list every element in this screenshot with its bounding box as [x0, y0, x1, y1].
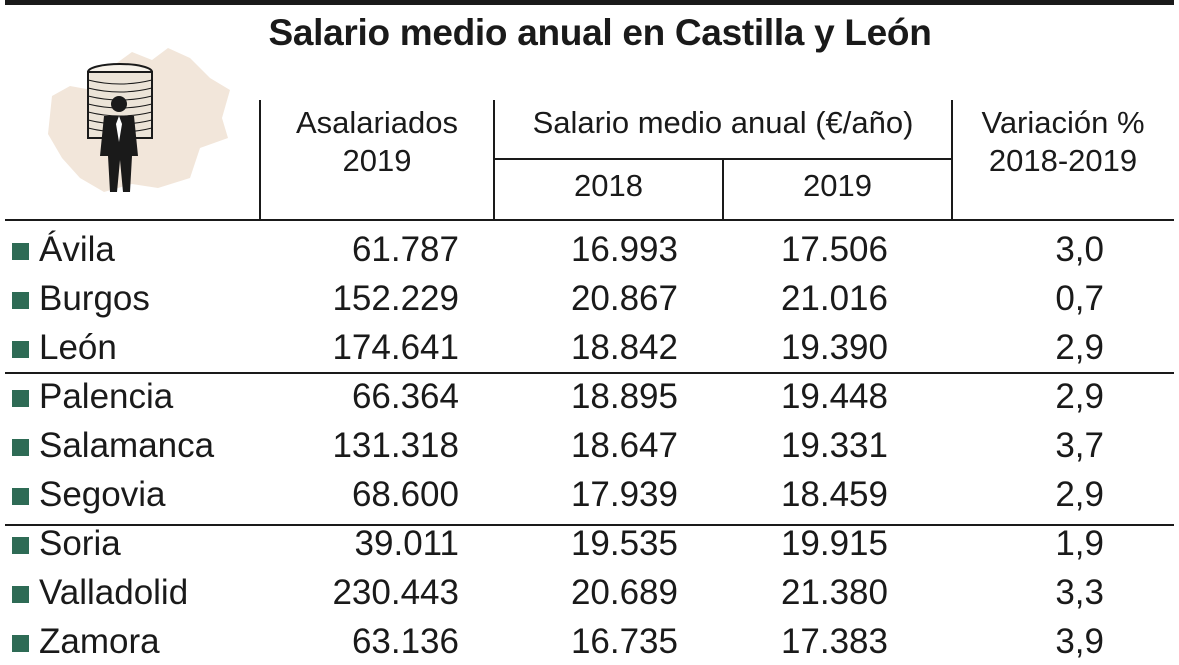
variacion-value: 3,3: [1055, 573, 1104, 612]
salario-2018-value: 19.535: [570, 524, 678, 563]
table-row: Palencia 66.364 18.895 19.448 2,9: [0, 371, 1179, 420]
asalariados-value: 39.011: [354, 524, 459, 563]
salario-2019-value: 21.380: [780, 573, 888, 612]
province-name: Ávila: [39, 230, 115, 269]
row-marker-square: [12, 488, 29, 505]
header-divider-1: [259, 100, 261, 220]
variacion-value: 2,9: [1055, 475, 1104, 514]
salario-subheader-rule: [494, 158, 952, 160]
province-name: Valladolid: [39, 573, 189, 612]
row-marker-square: [12, 537, 29, 554]
salario-2018-value: 20.689: [570, 573, 678, 612]
row-marker-square: [12, 292, 29, 309]
table-row: Zamora 63.136 16.735 17.383 3,9: [0, 616, 1179, 665]
variacion-value: 3,9: [1055, 622, 1104, 661]
table-row: León 174.641 18.842 19.390 2,9: [0, 322, 1179, 371]
asalariados-value: 131.318: [332, 426, 459, 465]
header-2018: 2018: [574, 168, 643, 203]
table-row: Valladolid 230.443 20.689 21.380 3,3: [0, 567, 1179, 616]
asalariados-value: 230.443: [332, 573, 459, 612]
salario-2018-value: 17.939: [570, 475, 678, 514]
asalariados-value: 66.364: [351, 377, 459, 416]
row-marker-square: [12, 390, 29, 407]
table-row: Segovia 68.600 17.939 18.459 2,9: [0, 469, 1179, 518]
row-marker-square: [12, 635, 29, 652]
top-rule: [5, 0, 1174, 5]
row-marker-square: [12, 243, 29, 260]
header-2019: 2019: [803, 168, 872, 203]
header-asalariados: Asalariados 2019: [296, 105, 458, 178]
header-variacion: Variación % 2018-2019: [981, 105, 1145, 178]
asalariados-value: 152.229: [332, 279, 459, 318]
group-rule-2: [5, 524, 1174, 526]
salario-2019-value: 18.459: [780, 475, 888, 514]
salario-2019-value: 17.383: [780, 622, 888, 661]
variacion-value: 1,9: [1055, 524, 1104, 563]
salario-2019-value: 19.390: [780, 328, 888, 367]
row-marker-square: [12, 341, 29, 358]
salario-2019-value: 19.448: [780, 377, 888, 416]
province-name: León: [39, 328, 117, 367]
salario-2018-value: 18.842: [570, 328, 678, 367]
variacion-value: 3,0: [1055, 230, 1104, 269]
province-name: Soria: [39, 524, 121, 563]
salario-2018-value: 20.867: [570, 279, 678, 318]
header-bottom-rule: [5, 219, 1174, 221]
row-marker-square: [12, 586, 29, 603]
province-name: Segovia: [39, 475, 166, 514]
chart-title: Salario medio anual en Castilla y León: [268, 12, 932, 53]
table-row: Salamanca 131.318 18.647 19.331 3,7: [0, 420, 1179, 469]
businessman-figure: [100, 96, 138, 192]
salario-2019-value: 17.506: [780, 230, 888, 269]
province-name: Burgos: [39, 279, 150, 318]
salario-2019-value: 19.915: [780, 524, 888, 563]
map-coin-stack-illustration: [48, 48, 230, 192]
table-row: Ávila 61.787 16.993 17.506 3,0: [0, 224, 1179, 273]
asalariados-value: 174.641: [332, 328, 459, 367]
table-row: Burgos 152.229 20.867 21.016 0,7: [0, 273, 1179, 322]
salario-2018-value: 18.895: [570, 377, 678, 416]
asalariados-value: 61.787: [351, 230, 459, 269]
salario-2019-value: 21.016: [780, 279, 888, 318]
variacion-value: 2,9: [1055, 328, 1104, 367]
province-name: Zamora: [39, 622, 160, 661]
asalariados-value: 68.600: [351, 475, 459, 514]
salario-2018-value: 18.647: [570, 426, 678, 465]
variacion-value: 2,9: [1055, 377, 1104, 416]
salario-2019-value: 19.331: [780, 426, 888, 465]
header-divider-4: [951, 100, 953, 220]
header-divider-3: [722, 160, 724, 220]
variacion-value: 3,7: [1055, 426, 1104, 465]
province-name: Palencia: [39, 377, 174, 416]
table-row: Soria 39.011 19.535 19.915 1,9: [0, 518, 1179, 567]
group-rule-1: [5, 372, 1174, 374]
asalariados-value: 63.136: [351, 622, 459, 661]
province-name: Salamanca: [39, 426, 215, 465]
header-divider-2: [493, 100, 495, 220]
salario-2018-value: 16.735: [570, 622, 678, 661]
header-salario: Salario medio anual (€/año): [532, 105, 914, 140]
row-marker-square: [12, 439, 29, 456]
variacion-value: 0,7: [1055, 279, 1104, 318]
salario-2018-value: 16.993: [570, 230, 678, 269]
